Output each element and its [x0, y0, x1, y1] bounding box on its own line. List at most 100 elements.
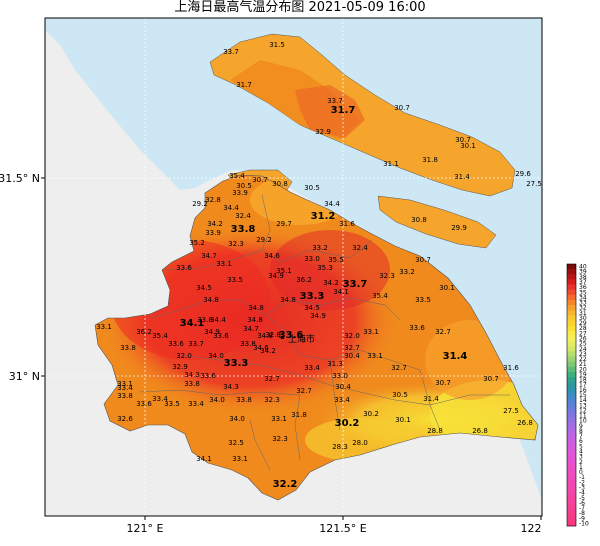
station-value: 33.4	[117, 384, 133, 392]
colorbar-swatch	[567, 341, 576, 347]
map-frame	[44, 17, 543, 517]
station-value: 29.9	[451, 224, 467, 232]
colorbar-swatch	[567, 330, 576, 337]
colorbar-swatch	[567, 325, 576, 332]
station-value: 32.3	[228, 240, 244, 248]
station-value: 33.4	[334, 396, 350, 404]
station-value: 34.6	[264, 252, 280, 260]
station-value: 34.6	[253, 344, 269, 352]
station-value: 30.4	[344, 352, 360, 360]
colorbar-label: 8	[579, 428, 583, 435]
colorbar-label: 5	[579, 443, 583, 450]
station-value: 33.6	[279, 330, 304, 341]
colorbar-swatch	[567, 387, 576, 393]
colorbar-swatch	[567, 392, 576, 398]
station-value: 28.0	[352, 439, 368, 447]
colorbar-swatch	[567, 320, 576, 326]
station-value: 32.6	[117, 415, 133, 423]
colorbar-swatch	[567, 454, 576, 460]
colorbar-frame	[566, 263, 577, 527]
colorbar-swatch	[567, 382, 576, 388]
station-value: 33.9	[205, 229, 221, 237]
station-value: 33.6	[136, 400, 152, 408]
station-value: 34.9	[310, 312, 326, 320]
temperature-colorbar: 4039383736353433323130292827262524232221…	[566, 263, 589, 527]
station-value: 35.4	[152, 332, 168, 340]
colorbar-swatch	[567, 464, 576, 470]
colorbar-swatch	[567, 269, 576, 275]
colorbar-label: 24	[579, 346, 587, 353]
station-value: 33.1	[232, 455, 248, 463]
station-value: 26.8	[517, 419, 533, 427]
station-value: 32.8	[265, 331, 281, 339]
colorbar-swatch	[567, 366, 576, 373]
colorbar-label: 2	[579, 459, 583, 466]
colorbar-label: 3	[579, 454, 583, 461]
colorbar-label: 13	[579, 402, 587, 409]
station-value: 31.7	[236, 81, 252, 89]
colorbar-label: 1	[579, 464, 583, 471]
city-label: 上海市	[288, 333, 315, 345]
colorbar-swatch	[567, 377, 576, 383]
colorbar-swatch	[567, 469, 576, 475]
colorbar-label: 28	[579, 325, 587, 332]
station-value: 34.9	[204, 328, 220, 336]
colorbar-label: 30	[579, 315, 587, 322]
station-value: 34.4	[324, 200, 340, 208]
station-value: 31.3	[327, 360, 343, 368]
station-value: 26.8	[472, 427, 488, 435]
station-value: 33.4	[188, 400, 204, 408]
station-value: 29.2	[192, 200, 208, 208]
station-value: 34.5	[196, 284, 212, 292]
colorbar-swatch	[567, 356, 576, 362]
station-value: 33.8	[197, 316, 213, 324]
colorbar-swatch	[567, 402, 576, 409]
station-value: 34.8	[280, 296, 296, 304]
station-value: 33.3	[300, 291, 325, 302]
station-value: 33.7	[343, 279, 368, 290]
station-value: 33.6	[200, 372, 216, 380]
station-value: 34.8	[247, 316, 263, 324]
station-value: 34.4	[210, 316, 226, 324]
colorbar-label: 39	[579, 269, 587, 276]
colorbar-swatch	[567, 407, 576, 414]
station-value: 35.1	[276, 267, 292, 275]
colorbar-label: 15	[579, 392, 587, 399]
colorbar-label: 40	[579, 264, 587, 271]
colorbar-label: -8	[579, 510, 585, 517]
station-value: 28.8	[427, 427, 443, 435]
station-value: 30.8	[272, 180, 288, 188]
colorbar-swatch	[567, 484, 576, 491]
station-value: 36.2	[136, 328, 152, 336]
colorbar-swatch	[567, 438, 576, 445]
station-value: 31.5	[269, 41, 285, 49]
colorbar-swatch	[567, 495, 576, 501]
station-value: 33.5	[415, 296, 431, 304]
colorbar-swatch	[567, 264, 576, 270]
station-value: 33.6	[176, 264, 192, 272]
station-value: 29.6	[515, 170, 531, 178]
station-value: 34.7	[201, 252, 217, 260]
station-value: 35.2	[189, 239, 205, 247]
colorbar-swatch	[567, 299, 576, 306]
axis-ticks	[41, 177, 542, 520]
station-values: 33.731.531.733.731.7 30.732.930.730.131.8…	[96, 41, 542, 490]
lon-tick-121-5: 121.5° E	[319, 522, 366, 535]
map-title: 上海日最高气温分布图 2021-05-09 16:00	[174, 0, 426, 15]
colorbar-label: 33	[579, 300, 587, 307]
station-value: 30.7	[394, 104, 410, 112]
station-value: 33.1	[117, 380, 133, 388]
colorbar-swatch	[567, 289, 576, 296]
station-value: 31.8	[291, 411, 307, 419]
station-value: 32.7	[296, 387, 312, 395]
lat-tick-31: 31° N	[9, 370, 40, 383]
colorbar-swatch	[567, 279, 576, 285]
station-value: 31.4	[423, 395, 439, 403]
colorbar-label: 25	[579, 341, 587, 348]
colorbar-label: 14	[579, 397, 587, 404]
station-value: 33.8	[120, 344, 136, 352]
station-value: 30.4	[335, 383, 351, 391]
colorbar-label: 12	[579, 407, 587, 414]
station-value: 31.4	[443, 351, 468, 362]
station-value: 30.7	[455, 136, 471, 144]
